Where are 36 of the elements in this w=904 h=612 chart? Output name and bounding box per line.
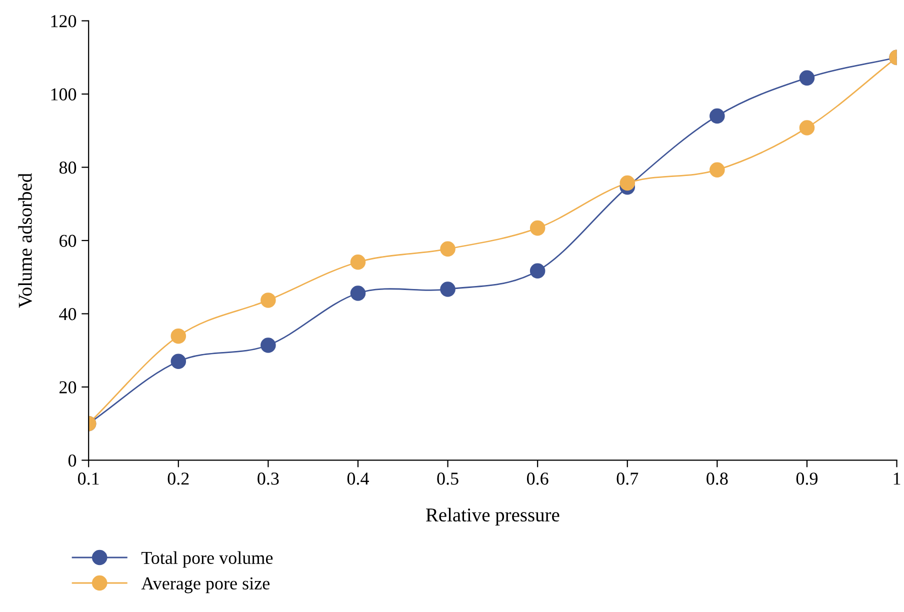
x-tick-label: 0.6	[526, 472, 548, 485]
point	[350, 286, 366, 301]
y-tick-label: 100	[51, 88, 76, 100]
point	[170, 328, 186, 344]
point	[350, 254, 366, 270]
y-tick-label: 0	[68, 454, 76, 467]
y-tick-label: 80	[59, 162, 76, 174]
y-tick-label: 40	[59, 308, 76, 320]
y-tick-label: 120	[51, 15, 76, 28]
y-tick-label: 20	[60, 381, 76, 394]
x-tick-label: 0.5	[437, 472, 458, 485]
point	[530, 263, 546, 279]
point	[440, 241, 456, 257]
y-axis-title: Volume adsorbed	[18, 173, 32, 308]
legend-label: Average pore size	[141, 577, 270, 594]
y-tick-label: 60	[60, 234, 76, 247]
x-tick-label: 0.8	[706, 472, 728, 485]
x-tick-label: 0.3	[258, 472, 279, 485]
point	[440, 282, 456, 297]
point	[260, 338, 276, 353]
x-tick-label: 0.4	[347, 472, 369, 485]
point	[260, 292, 276, 308]
point	[799, 70, 815, 86]
point	[799, 120, 815, 136]
point	[170, 354, 186, 369]
x-tick-label: 0.1	[78, 472, 99, 485]
x-tick-label: 0.9	[796, 472, 818, 485]
x-axis-title: Relative pressure	[426, 508, 560, 526]
point	[710, 162, 725, 178]
legend-label: Total pore volume	[141, 551, 273, 568]
point	[530, 220, 546, 236]
x-tick-label: 1	[894, 472, 900, 485]
x-tick-label: 0.7	[616, 472, 638, 485]
point	[620, 175, 636, 191]
point	[710, 108, 725, 124]
x-tick-label: 0.2	[168, 472, 189, 485]
